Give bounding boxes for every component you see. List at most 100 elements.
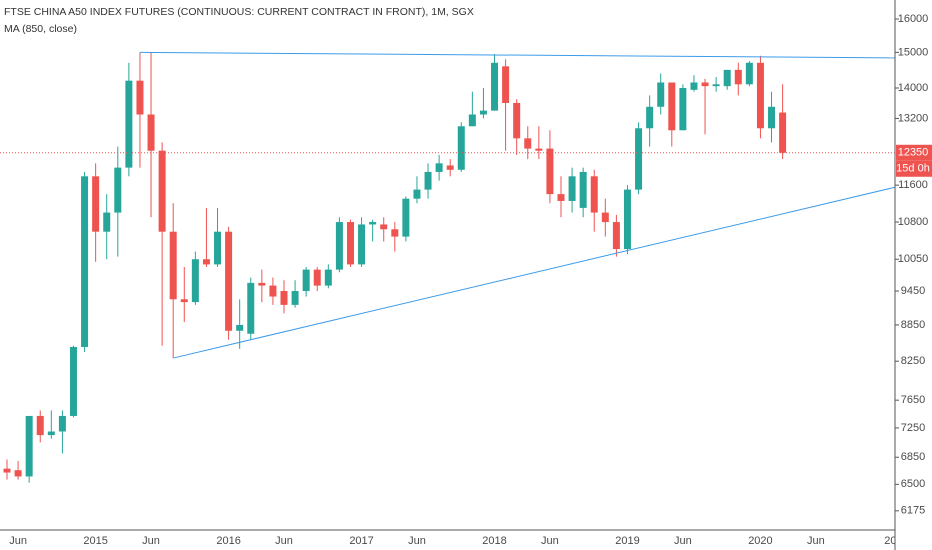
candle-body (158, 150, 166, 232)
candle-body (191, 259, 199, 303)
price-axis-bg (895, 0, 932, 550)
candle-body (756, 62, 764, 129)
last-price-badge (896, 144, 932, 161)
candle-body (313, 269, 321, 286)
candle-body (125, 80, 133, 168)
x-tick-label: 2017 (349, 535, 373, 547)
y-tick-label: 16000 (898, 13, 929, 25)
y-tick-label: 6500 (901, 478, 925, 490)
indicator-label: MA (850, close) (4, 23, 77, 35)
y-tick-label: 10050 (898, 253, 929, 265)
candle-body (646, 106, 654, 129)
candle-body (690, 82, 698, 90)
candle-body (214, 231, 222, 265)
candle-body (136, 80, 144, 115)
candle-body (435, 163, 443, 172)
y-tick-label: 13200 (898, 112, 929, 124)
candle-body (346, 222, 354, 265)
candle-body (324, 269, 332, 286)
candle-body (734, 69, 742, 85)
candle-body (557, 194, 565, 201)
candle-body (358, 224, 366, 265)
candle-body (779, 112, 787, 153)
candle-body (36, 415, 44, 436)
candle-body (58, 415, 66, 432)
candle-body (47, 431, 55, 436)
candle-body (147, 114, 155, 151)
x-tick-label: Jun (275, 535, 293, 547)
y-tick-label: 14000 (898, 82, 929, 94)
candle-body (723, 69, 731, 87)
candle-body (3, 468, 11, 473)
candle-body (247, 282, 255, 334)
candle-body (103, 212, 111, 232)
x-tick-label: Jun (408, 535, 426, 547)
candle-body (491, 62, 499, 111)
last-price-label: 12350 (898, 147, 929, 159)
candle-body (612, 222, 620, 250)
candle-body (590, 176, 598, 213)
x-tick-label: Jun (541, 535, 559, 547)
y-tick-label: 8850 (901, 319, 925, 331)
candle-body (524, 138, 532, 149)
y-tick-label: 15000 (898, 46, 929, 58)
candle-body (302, 269, 310, 292)
candle-body (546, 148, 554, 195)
candle-body (701, 82, 709, 87)
x-tick-label: Jun (807, 535, 825, 547)
candle-body (114, 167, 122, 213)
candle-body (424, 171, 432, 190)
candle-body (202, 259, 210, 265)
candle-body (712, 84, 720, 87)
candle-body (479, 110, 487, 115)
countdown-badge (896, 160, 932, 177)
candle-body (635, 128, 643, 190)
candle-body (402, 198, 410, 237)
candle-body (236, 324, 244, 331)
x-tick-label: 2018 (482, 535, 506, 547)
candle-body (657, 82, 665, 107)
y-tick-label: 8250 (901, 355, 925, 367)
candle-body (14, 470, 22, 477)
candle-body (269, 285, 277, 297)
candle-body (502, 66, 510, 103)
x-tick-label: Jun (142, 535, 160, 547)
candle-body (679, 87, 687, 131)
candle-body (623, 189, 631, 250)
x-tick-label: 2019 (615, 535, 639, 547)
y-tick-label: 10800 (898, 216, 929, 228)
countdown-label: 15d 0h (896, 163, 930, 175)
candle-body (25, 415, 33, 477)
trend-line (139, 51, 895, 59)
y-tick-label: 6175 (901, 505, 925, 517)
candle-body (291, 291, 299, 305)
candle-body (180, 299, 188, 303)
x-tick-label: 2016 (216, 535, 240, 547)
y-tick-label: 6850 (901, 451, 925, 463)
y-tick-label: 9450 (901, 285, 925, 297)
y-tick-label: 7250 (901, 422, 925, 434)
candle-body (225, 231, 233, 331)
candle-body (468, 114, 476, 127)
candle-body (457, 126, 465, 170)
candle-body (413, 189, 421, 199)
y-tick-label: 7650 (901, 394, 925, 406)
candle-body (380, 224, 388, 230)
candle-body (601, 212, 609, 223)
candle-body (668, 82, 676, 131)
plot-area (0, 51, 895, 483)
candle-body (446, 165, 454, 170)
candle-body (69, 346, 77, 416)
candle-body (81, 176, 89, 347)
x-tick-label: 2020 (748, 535, 772, 547)
x-tick-label: Jun (9, 535, 27, 547)
x-tick-label: Jun (674, 535, 692, 547)
candle-body (335, 222, 343, 270)
candle-body (745, 62, 753, 85)
chart-title: FTSE CHINA A50 INDEX FUTURES (CONTINUOUS… (4, 6, 474, 18)
x-tick-label: 2015 (83, 535, 107, 547)
candle-body (535, 148, 543, 151)
candle-body (369, 222, 377, 225)
candle-body (579, 171, 587, 208)
